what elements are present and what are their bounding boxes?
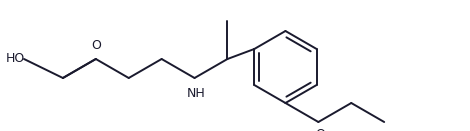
Text: HO: HO: [5, 53, 24, 66]
Text: NH: NH: [187, 87, 206, 100]
Text: O: O: [91, 39, 101, 52]
Text: O: O: [315, 128, 325, 131]
